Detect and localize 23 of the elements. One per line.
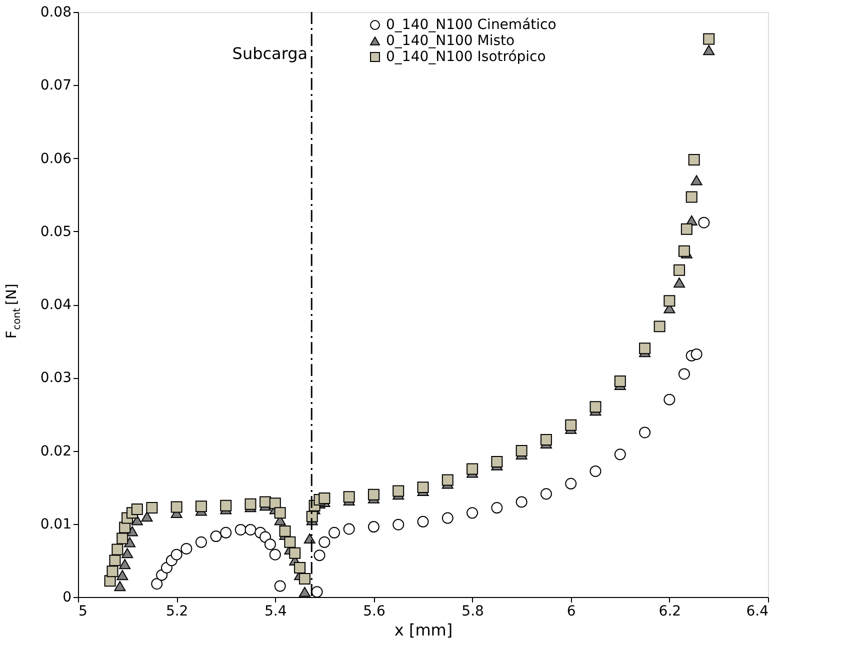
x-tick-label: 5.2 — [166, 604, 188, 620]
ref-line-label: Subcarga — [232, 44, 308, 63]
y-tick-label: 0.06 — [40, 150, 72, 167]
legend-label: 0_140_N100 Misto — [386, 33, 515, 49]
x-axis-title: x [mm] — [394, 620, 453, 640]
x-tick-label: 6.2 — [658, 604, 682, 620]
y-tick-label: 0.08 — [40, 4, 72, 20]
y-tick-label: 0.01 — [40, 516, 72, 532]
legend-label: 0_140_N100 Isotrópico — [386, 49, 546, 65]
legend-label: 0_140_N100 Cinemático — [386, 17, 556, 33]
x-tick-label: 5.4 — [264, 604, 287, 620]
y-tick-label: 0.04 — [40, 297, 72, 313]
y-axis-title: Fcont [N] — [4, 284, 23, 339]
y-tick-label: 0.07 — [40, 78, 72, 94]
x-tick-label: 5 — [78, 604, 88, 620]
y-tick-label: 0.02 — [40, 443, 72, 460]
x-tick-label: 6 — [566, 604, 576, 620]
y-tick-label: 0 — [62, 590, 72, 606]
x-tick-label: 5.6 — [363, 604, 386, 620]
x-tick-label: 5.8 — [462, 604, 484, 620]
y-tick-label: 0.03 — [40, 370, 72, 386]
x-tick-label: 6.4 — [746, 604, 769, 620]
y-tick-label: 0.05 — [40, 224, 72, 240]
